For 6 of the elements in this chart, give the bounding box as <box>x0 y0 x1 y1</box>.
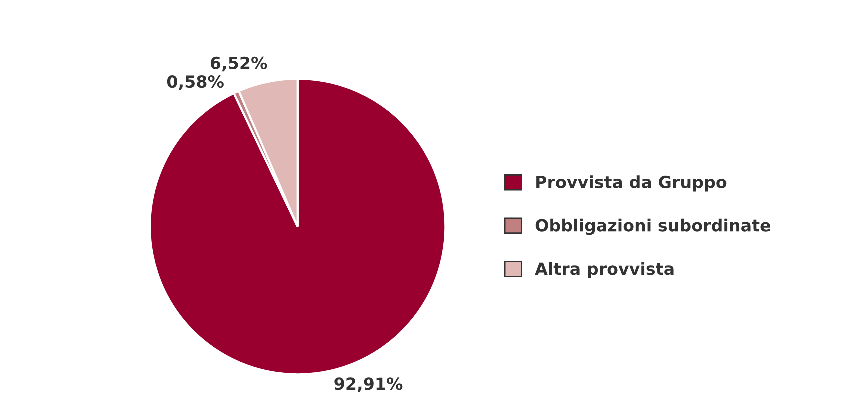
data-label: 6,52% <box>210 56 268 72</box>
legend-label: Provvista da Gruppo <box>536 176 727 192</box>
data-label: 92,91% <box>334 378 403 392</box>
legend-label: Obbligazioni subordinate <box>536 218 771 236</box>
legend-label: Altra provvista <box>535 262 674 278</box>
data-label: 0,58% <box>167 76 224 90</box>
